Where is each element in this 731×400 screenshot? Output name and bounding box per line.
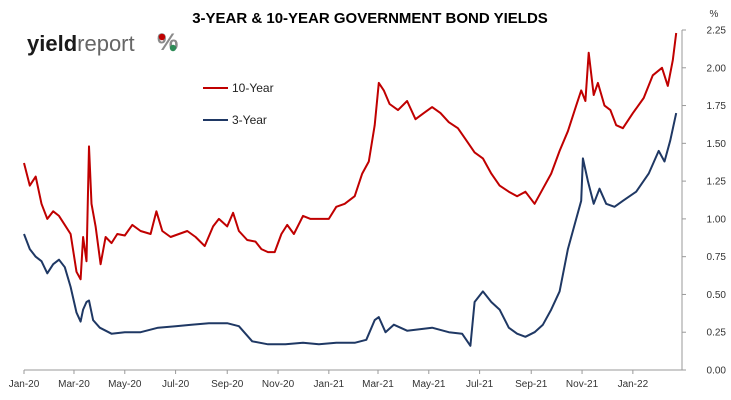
x-tick-label: Mar-21 <box>362 379 394 390</box>
series-line-10-year <box>23 32 678 281</box>
logo-part-yield: yield <box>27 31 77 56</box>
x-tick-label: Jan-20 <box>9 379 40 390</box>
legend-label-3-year: 3-Year <box>232 113 267 127</box>
y-tick-label: 1.25 <box>707 177 727 188</box>
x-tick-label: Sep-21 <box>515 379 548 390</box>
x-tick-label: Mar-20 <box>58 379 90 390</box>
y-tick-label: 0.50 <box>707 290 727 301</box>
y-tick-label: 2.00 <box>707 63 727 74</box>
x-tick-label: Jan-22 <box>618 379 649 390</box>
y-tick-label: 0.75 <box>707 252 727 263</box>
chart-title: 3-YEAR & 10-YEAR GOVERNMENT BOND YIELDS <box>192 10 548 27</box>
x-tick-label: Nov-20 <box>262 379 295 390</box>
x-tick-label: May-21 <box>412 379 446 390</box>
y-axis-unit: % <box>710 9 719 20</box>
legend: 10-Year 3-Year <box>203 81 274 127</box>
x-tick-label: Nov-21 <box>566 379 599 390</box>
logo: yieldreport % <box>27 29 178 56</box>
series-line-3-year <box>23 112 678 347</box>
y-tick-label: 2.25 <box>707 26 727 37</box>
series-lines <box>23 32 678 347</box>
x-axis-ticks: Jan-20 Mar-20 May-20 Jul-20 Sep-20 Nov-20 Jan-… <box>9 370 649 390</box>
logo-part-report: report <box>77 31 134 56</box>
x-tick-label: Jan-21 <box>314 379 345 390</box>
y-tick-label: 1.00 <box>707 214 727 225</box>
x-tick-label: Sep-20 <box>211 379 244 390</box>
logo-text: yieldreport <box>27 31 135 56</box>
legend-label-10-year: 10-Year <box>232 81 274 95</box>
y-tick-label: 0.25 <box>707 328 727 339</box>
x-tick-label: Jul-21 <box>466 379 494 390</box>
y-tick-label: 1.50 <box>707 139 727 150</box>
logo-dot-red-icon <box>158 33 166 41</box>
y-tick-label: 1.75 <box>707 101 727 112</box>
y-tick-label: 0.00 <box>707 366 727 377</box>
logo-percent: % <box>157 29 178 56</box>
x-tick-label: May-20 <box>108 379 142 390</box>
x-tick-label: Jul-20 <box>162 379 190 390</box>
logo-dot-green-icon <box>169 44 177 52</box>
y-axis-ticks: 0.00 0.25 0.50 0.75 1.00 1.25 1.50 1.75 2.00 2.25 <box>682 26 726 377</box>
